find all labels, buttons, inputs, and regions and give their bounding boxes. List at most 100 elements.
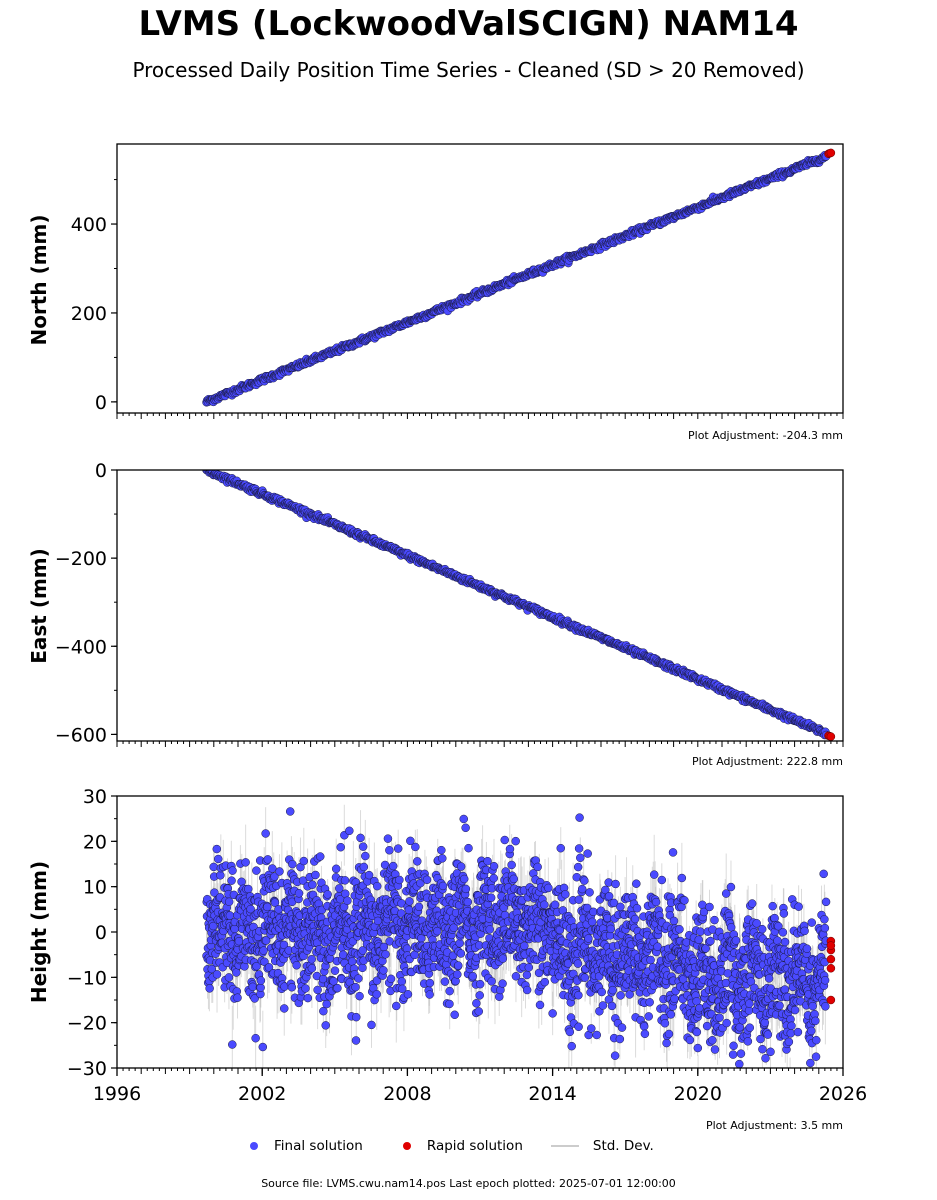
- y-tick-label: 0: [95, 392, 107, 414]
- final-point: [487, 977, 496, 986]
- final-point: [307, 964, 317, 973]
- final-point: [213, 854, 223, 864]
- final-point: [205, 984, 214, 993]
- final-point: [246, 904, 255, 914]
- final-point: [288, 859, 297, 869]
- final-point: [351, 1012, 361, 1022]
- final-point: [580, 973, 590, 982]
- final-point: [567, 1041, 576, 1051]
- final-point: [472, 999, 481, 1008]
- final-point: [475, 991, 484, 1000]
- final-point: [351, 1036, 361, 1045]
- final-point: [574, 1022, 583, 1032]
- panel-0: 0 200 400 North (mm): [27, 143, 844, 419]
- final-point: [367, 1020, 376, 1030]
- final-point: [498, 954, 508, 963]
- final-point: [331, 864, 341, 874]
- final-point: [392, 1001, 401, 1011]
- final-point: [456, 949, 466, 958]
- final-point: [580, 876, 589, 885]
- final-point: [565, 1027, 575, 1037]
- final-point: [498, 979, 507, 988]
- final-point: [285, 807, 295, 816]
- final-point: [522, 985, 532, 995]
- final-point: [474, 1007, 484, 1016]
- final-point: [347, 957, 357, 966]
- rapid-point: [826, 732, 836, 741]
- final-point: [275, 867, 284, 876]
- final-point: [433, 926, 442, 936]
- final-point: [252, 866, 261, 875]
- final-point: [241, 858, 250, 867]
- final-point: [252, 961, 261, 971]
- final-point: [414, 902, 424, 912]
- final-point: [227, 876, 236, 885]
- final-point: [511, 836, 520, 846]
- final-point: [268, 864, 277, 873]
- final-point: [461, 823, 470, 833]
- final-point: [445, 999, 454, 1009]
- final-point: [413, 857, 422, 866]
- final-point: [453, 970, 462, 979]
- final-point: [340, 876, 350, 885]
- final-point: [489, 861, 499, 871]
- final-point: [233, 993, 242, 1002]
- final-point: [459, 814, 468, 824]
- final-point: [335, 884, 344, 893]
- final-point: [251, 1033, 260, 1043]
- chart-title: LVMS (LockwoodValSCIGN) NAM14: [138, 4, 799, 44]
- final-point: [509, 874, 519, 884]
- final-point: [584, 934, 593, 943]
- final-point: [372, 990, 381, 999]
- final-point: [207, 964, 217, 974]
- final-point: [445, 986, 454, 996]
- final-point: [520, 941, 529, 951]
- final-point: [533, 862, 542, 872]
- panel-1: 0 −200 −400 −600 East (mm): [27, 460, 844, 747]
- axes-frame: [116, 143, 844, 414]
- final-point: [270, 898, 280, 907]
- final-point: [307, 955, 316, 964]
- final-point: [311, 870, 320, 880]
- final-point: [422, 875, 432, 885]
- final-point: [573, 862, 583, 872]
- final-point: [321, 1021, 330, 1030]
- y-tick-label: 400: [71, 214, 107, 236]
- final-point: [500, 835, 509, 845]
- final-point: [301, 984, 310, 993]
- final-point: [486, 893, 496, 902]
- final-point: [577, 884, 587, 894]
- final-point: [263, 902, 272, 912]
- final-point: [259, 946, 268, 955]
- final-point: [330, 966, 340, 975]
- final-point: [561, 889, 570, 899]
- final-point: [354, 974, 363, 983]
- final-point: [212, 844, 222, 854]
- final-point: [232, 968, 241, 977]
- final-point: [397, 909, 406, 918]
- final-point: [258, 1042, 268, 1052]
- final-point: [395, 875, 404, 885]
- final-point: [279, 940, 289, 950]
- final-point: [359, 862, 369, 872]
- final-point: [381, 950, 390, 959]
- final-point: [454, 961, 463, 970]
- final-point: [261, 936, 271, 945]
- final-point: [438, 881, 448, 891]
- final-point: [263, 855, 273, 864]
- final-point: [209, 862, 218, 872]
- final-point: [583, 849, 592, 858]
- final-point: [224, 973, 234, 982]
- final-point: [411, 842, 420, 852]
- final-point: [343, 896, 352, 905]
- final-point: [550, 900, 560, 909]
- final-point: [224, 897, 234, 907]
- final-point: [440, 977, 450, 986]
- final-point: [388, 861, 398, 871]
- final-point: [556, 843, 566, 853]
- final-point: [323, 890, 332, 899]
- final-point: [406, 836, 415, 846]
- final-point: [383, 834, 393, 843]
- final-point: [489, 873, 499, 883]
- final-point: [212, 970, 222, 979]
